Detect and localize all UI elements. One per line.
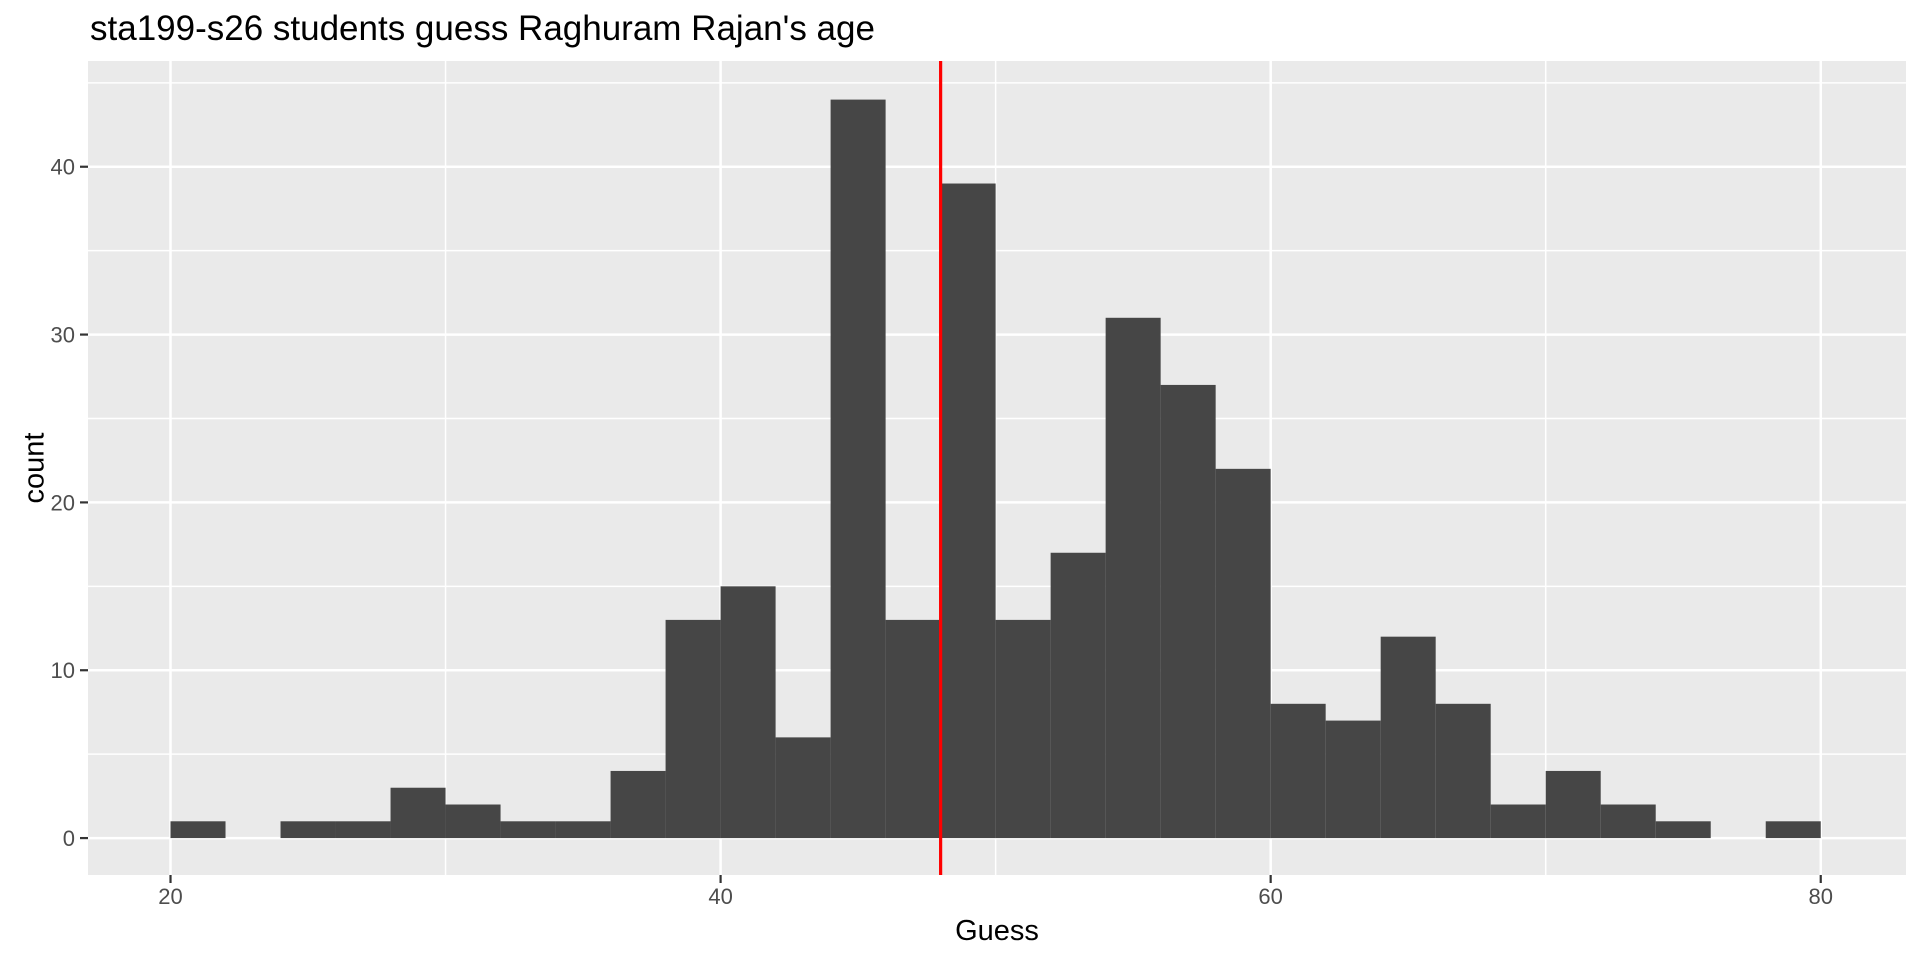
histogram-bar: [1215, 468, 1271, 839]
y-tick-label: 30: [51, 323, 75, 348]
histogram-bar: [390, 787, 446, 839]
y-tick-label: 10: [51, 658, 75, 683]
histogram-bar: [280, 821, 336, 839]
histogram-bar: [555, 821, 611, 839]
plot-title: sta199-s26 students guess Raghuram Rajan…: [90, 9, 875, 48]
histogram-bar: [885, 619, 941, 839]
histogram-bar: [830, 99, 886, 839]
histogram-bar: [1270, 703, 1326, 839]
histogram-bar: [720, 586, 776, 839]
histogram-bar: [1545, 770, 1601, 839]
histogram-bar: [995, 619, 1051, 839]
histogram-bar: [1160, 384, 1216, 839]
y-axis-title: count: [18, 432, 51, 504]
y-tick-label: 20: [51, 490, 75, 515]
x-tick-label: 40: [708, 884, 732, 909]
histogram-bar: [445, 804, 501, 839]
x-tick-label: 80: [1808, 884, 1832, 909]
histogram-bar: [1105, 317, 1161, 839]
x-tick-label: 60: [1258, 884, 1282, 909]
y-tick-label: 0: [63, 826, 75, 851]
histogram-bar: [170, 821, 226, 839]
histogram-bar: [1325, 720, 1381, 839]
histogram-bar: [1435, 703, 1491, 839]
histogram-bar: [1765, 821, 1821, 839]
histogram-bar: [500, 821, 556, 839]
x-axis-title: Guess: [955, 915, 1039, 947]
histogram-bar: [775, 737, 831, 839]
y-tick-label: 40: [51, 155, 75, 180]
reference-vline: [939, 61, 943, 875]
histogram-bar: [1050, 552, 1106, 839]
histogram-bar: [1380, 636, 1436, 839]
histogram-bar: [1600, 804, 1656, 839]
histogram-bar: [1490, 804, 1546, 839]
x-tick-label: 20: [158, 884, 182, 909]
histogram-bar: [610, 770, 666, 839]
histogram-bar: [335, 821, 391, 839]
histogram-bar: [665, 619, 721, 839]
histogram-bar: [1655, 821, 1711, 839]
histogram-bar: [940, 183, 996, 839]
